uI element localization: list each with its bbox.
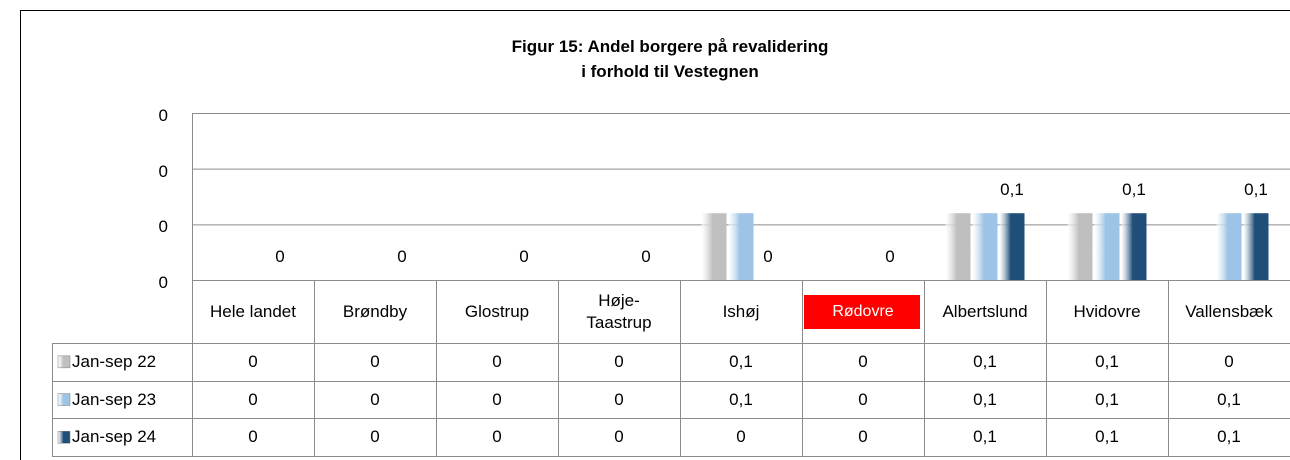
y-tick-label: 0 [158,161,168,181]
legend-label: Jan-sep 22 [72,351,157,371]
table-value: 0,1 [1217,427,1241,447]
data-label: 0 [641,247,651,266]
legend-label: Jan-sep 23 [72,389,157,409]
data-label: 0 [519,247,529,266]
legend-key [57,431,71,444]
chart-title: i forhold til Vestegnen [581,61,759,81]
y-tick-label: 0 [158,273,168,292]
table-value: 0,1 [973,351,997,371]
table-value: 0 [858,427,868,447]
bar [1243,213,1269,280]
table-value: 0 [370,351,380,371]
data-label: 0 [275,247,285,266]
category-label: Glostrup [464,301,530,321]
data-label: 0 [885,247,895,266]
y-tick-label: 0 [158,217,168,237]
table-value: 0 [614,351,624,371]
y-tick-label: 0 [158,106,168,125]
table-value: 0 [492,389,502,409]
bar [999,213,1025,280]
table-value: 0,1 [1095,351,1119,371]
table-value: 0,1 [1095,389,1119,409]
highlight [804,295,920,329]
table-value: 0 [614,427,624,447]
data-label: 0,1 [1000,180,1024,200]
bar [945,213,971,280]
table-value: 0 [248,351,258,371]
table-value: 0 [248,427,258,447]
bar [1216,213,1242,280]
table-value: 0,1 [729,351,753,371]
category-label: Hele landet [209,301,296,321]
category-label: Høje- Taastrup [586,290,652,332]
table-value: 0,1 [1095,427,1119,447]
table-value: 0 [492,427,502,447]
table-value: 0 [1224,351,1234,371]
category-label: Hvidovre [1073,301,1141,321]
table-value: 0 [858,389,868,409]
table-value: 0,1 [973,427,997,447]
data-label: 0,1 [1244,180,1268,200]
category-label: Rødovre [832,302,894,320]
bar [1094,213,1120,280]
category-label: Albertslund [942,301,1028,321]
category-label: Vallensbæk [1185,301,1273,321]
table-value: 0,1 [1217,389,1241,409]
table-value: 0 [370,389,380,409]
table-value: 0,1 [973,389,997,409]
data-label: 0 [397,247,407,266]
category-label: Ishøj [722,301,760,321]
chart-title: Figur 15: Andel borgere på revalidering [511,36,829,56]
bar [972,213,998,280]
bar [1067,213,1093,280]
table-value: 0 [492,351,502,371]
legend-key [57,355,71,369]
bar [701,213,727,280]
legend-key [57,393,71,406]
table-value: 0 [736,427,746,447]
table-value: 0 [370,427,380,447]
table-value: 0,1 [729,389,753,409]
data-label: 0 [763,247,773,266]
category-label: Brøndby [342,301,408,321]
data-label: 0,1 [1122,180,1146,200]
table-value: 0 [858,351,868,371]
bar [728,213,754,280]
legend-label: Jan-sep 24 [72,427,157,447]
bar [1121,213,1147,280]
table-value: 0 [614,389,624,409]
table-value: 0 [248,389,258,409]
